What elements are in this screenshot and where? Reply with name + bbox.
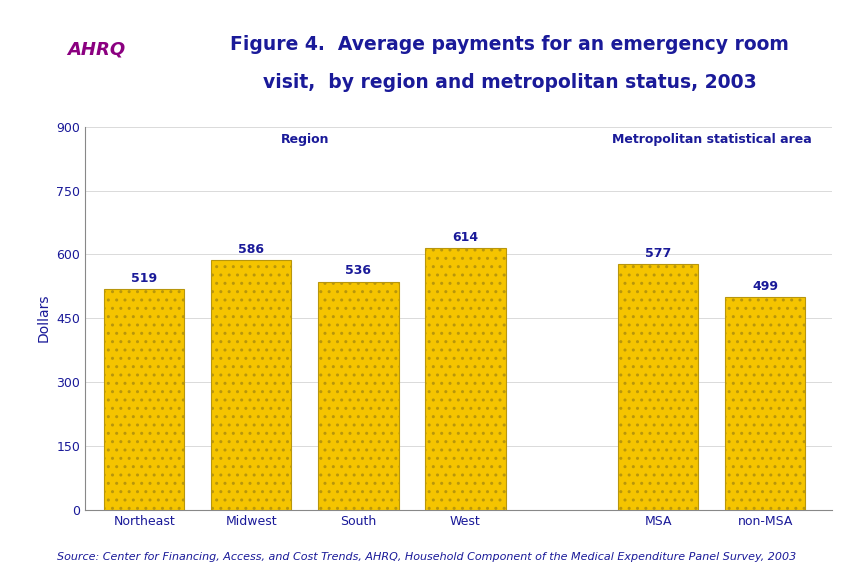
Bar xyxy=(318,282,398,510)
Text: Figure 4.  Average payments for an emergency room: Figure 4. Average payments for an emerge… xyxy=(230,35,788,54)
Bar xyxy=(618,264,698,510)
Text: AHRQ: AHRQ xyxy=(66,40,124,58)
Text: 577: 577 xyxy=(644,247,671,260)
Text: Source: Center for Financing, Access, and Cost Trends, AHRQ, Household Component: Source: Center for Financing, Access, an… xyxy=(57,552,795,562)
Text: Metropolitan statistical area: Metropolitan statistical area xyxy=(611,133,810,146)
Text: visit,  by region and metropolitan status, 2003: visit, by region and metropolitan status… xyxy=(262,73,756,92)
Text: 614: 614 xyxy=(452,231,478,244)
Y-axis label: Dollars: Dollars xyxy=(37,294,51,343)
Text: Advancing
Excellence in
Health Care: Advancing Excellence in Health Care xyxy=(71,63,121,92)
Bar xyxy=(211,260,291,510)
Text: Region: Region xyxy=(280,133,329,146)
Text: 519: 519 xyxy=(131,272,157,285)
Text: 536: 536 xyxy=(345,264,371,278)
Text: 586: 586 xyxy=(238,243,264,256)
Bar xyxy=(425,248,505,510)
Text: 499: 499 xyxy=(751,280,777,293)
Bar xyxy=(724,297,804,510)
Bar xyxy=(104,289,184,510)
